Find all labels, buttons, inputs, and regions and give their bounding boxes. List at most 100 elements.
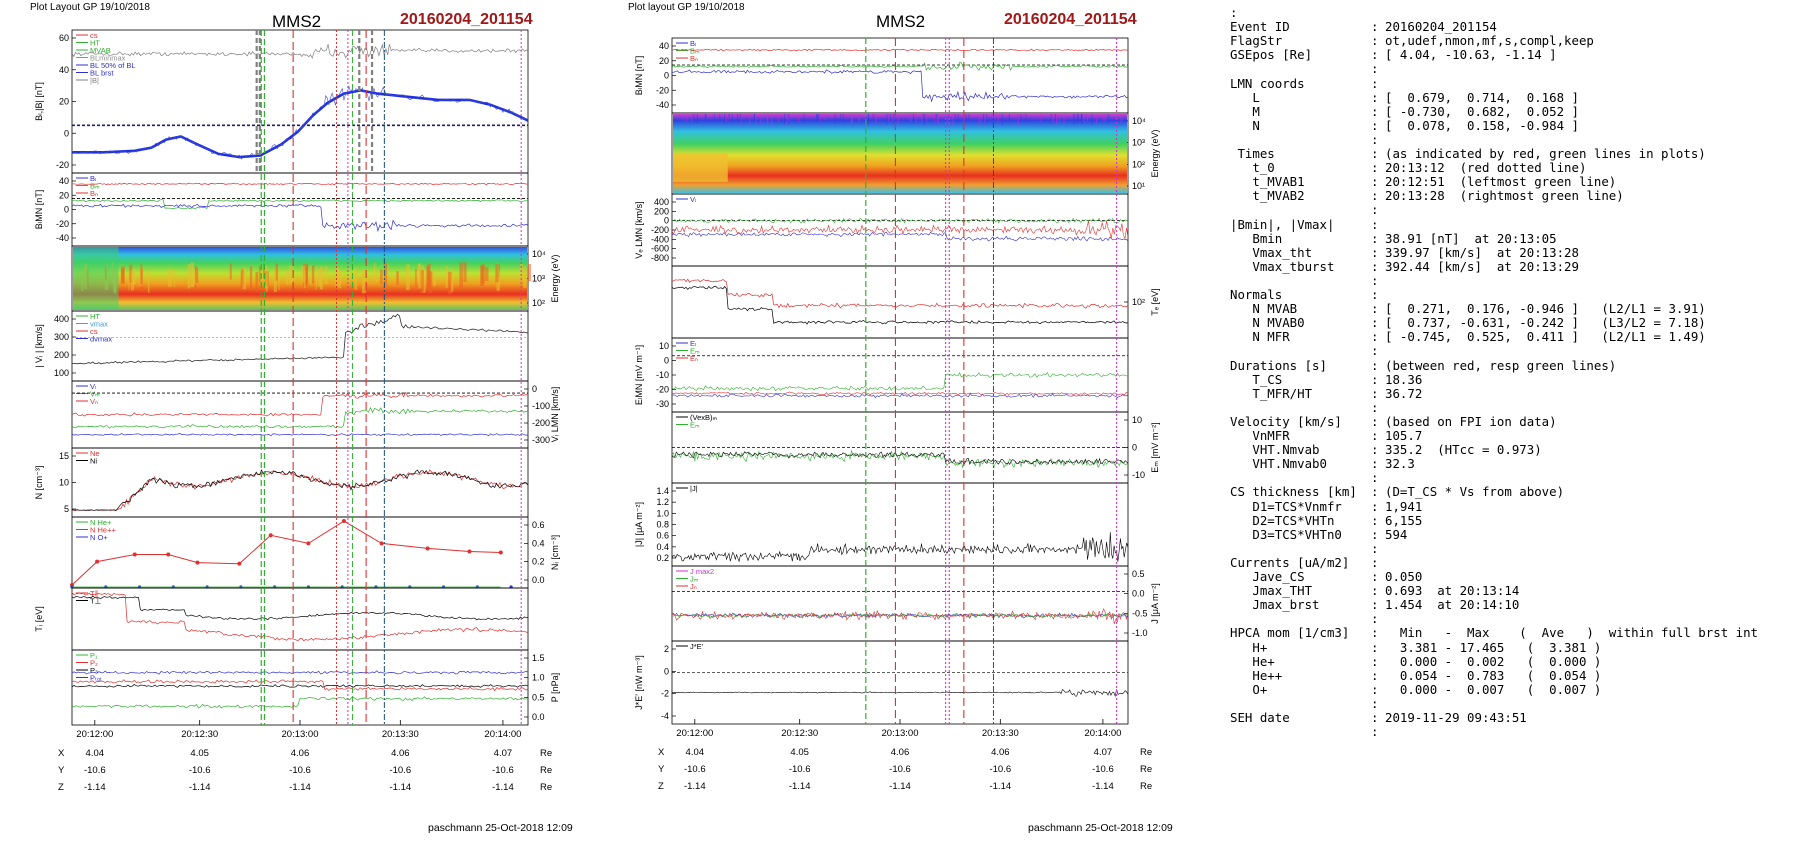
info-separator: : [1371,526,1379,542]
spectrogram-texture [893,114,895,125]
ephem-row-label: Z [658,781,664,792]
data-point-he2 [341,519,346,524]
spectrogram-texture [1077,114,1079,122]
spectrogram-texture [936,114,938,125]
info-separator: : [1371,216,1379,232]
y-tick-label: 0.0 [532,575,545,585]
spectrogram-texture [736,114,738,121]
time-tick-label: 20:13:30 [382,729,419,740]
spectrogram-texture [187,263,191,289]
spectrogram-texture [913,114,915,125]
data-point-he2 [268,533,273,538]
info-separator: : [1371,174,1379,190]
spectrogram-texture [1063,114,1065,124]
time-tick-label: 20:13:00 [882,728,919,739]
event-info-panel: : Event ID:20160204_201154 FlagStr: ot,udef… [1220,6,1800,796]
spectrogram-texture [771,114,773,125]
spectrogram-texture [784,114,786,125]
ephem-value: 4.06 [991,747,1010,758]
legend-entry: (VexB)ₘ [690,413,718,422]
y-axis-label: Tₑ [eV] [1150,288,1160,315]
spectrogram-texture [872,114,874,121]
info-separator: : [1371,399,1379,415]
info-value: 339.97 [km/s] at 20:13:28 [1385,244,1579,260]
y-tick-label: -1.0 [1132,628,1148,638]
legend-entry: Bₙ [90,189,98,198]
y-axis-label: J [μA m⁻²] [1150,583,1160,623]
spectrogram-texture [691,114,693,122]
y-tick-label: 40 [59,176,69,186]
info-value: 36.72 [1385,385,1423,401]
info-key: : [1230,5,1238,20]
spectrogram-texture [682,114,684,121]
info-key: LMN coords [1230,75,1305,91]
y-tick-label: 2 [664,644,669,654]
data-point-he2 [166,552,171,557]
panel-frame [71,516,529,589]
event-title: 20160204_201154 [1004,11,1137,28]
series-ptot [71,670,529,675]
spectrogram-texture [289,265,293,284]
info-key: H+ [1230,639,1268,655]
info-separator: : [1371,681,1379,697]
y-tick-label: 0 [1132,443,1137,453]
ephem-value: -1.14 [492,782,514,793]
ephem-value: -1.14 [889,781,911,792]
legend-entry: Bₙ [690,54,698,63]
legend-entry: BLminmax [90,54,126,63]
info-value: 0.693 at 20:13:14 [1385,583,1520,599]
info-key: SEH date [1230,710,1290,725]
ephem-value: 4.04 [686,747,705,758]
y-axis-label: N [cm⁻³] [34,466,44,500]
ephem-value: -1.14 [389,782,411,793]
legend-entry: Eₙ [690,354,698,363]
spectrogram-texture [704,114,706,121]
y-tick-label: 1.5 [532,653,545,663]
data-point-he2 [467,549,472,554]
spectrogram-texture [190,262,195,288]
info-value: 20:13:28 (rightmost green line) [1385,188,1624,204]
series-ni [71,469,529,511]
info-key: N MVAB [1230,301,1298,317]
series-jn [671,608,1129,625]
spectrogram-texture [373,262,376,282]
legend-entry: T∥ [90,589,98,598]
time-tick-label: 20:14:00 [484,729,521,740]
series-vel [671,231,1129,242]
spectrogram-texture [1008,114,1010,123]
y-tick-label: 0.8 [656,520,669,530]
spectrogram-texture [319,266,324,290]
ephem-value: -10.6 [1092,764,1114,775]
left-figure: Plot Layout GP 19/10/2018 MMS2 20160204_20… [30,2,573,834]
info-separator: : [1371,385,1379,401]
legend-entry: BL 50% of BL [90,61,136,70]
info-value: 0.000 - 0.007 ( 0.007 ) [1385,681,1602,697]
panel-frame [71,310,529,382]
info-separator: : [1371,724,1379,740]
y-tick-label: 0.0 [1132,589,1145,599]
info-separator: : [1371,512,1379,528]
time-tick-label: 20:13:00 [282,729,319,740]
info-separator: : [1371,343,1379,359]
legend-entry: HT [90,312,100,321]
info-key: Event ID [1230,19,1290,35]
series-bn [71,182,529,186]
y-tick-label: -200 [532,418,550,428]
info-value: 32.3 [1385,456,1415,472]
spectrogram-texture [432,269,436,287]
spectrogram-texture [195,267,199,284]
spectrogram-texture [851,114,853,124]
spectrogram-texture [766,114,768,122]
info-separator: : [1371,146,1379,161]
spectrogram-texture [777,114,779,122]
time-tick-label: 20:14:00 [1084,728,1121,739]
info-separator: : [1371,442,1379,458]
y-tick-label: -10 [1132,470,1145,480]
series-vl [71,432,529,437]
y-tick-label: 1.0 [532,673,545,683]
y-tick-label: 10¹ [1132,181,1145,191]
series-bl-burst [71,85,527,160]
spectrogram-texture [984,114,986,123]
spectrogram-texture [740,114,742,125]
